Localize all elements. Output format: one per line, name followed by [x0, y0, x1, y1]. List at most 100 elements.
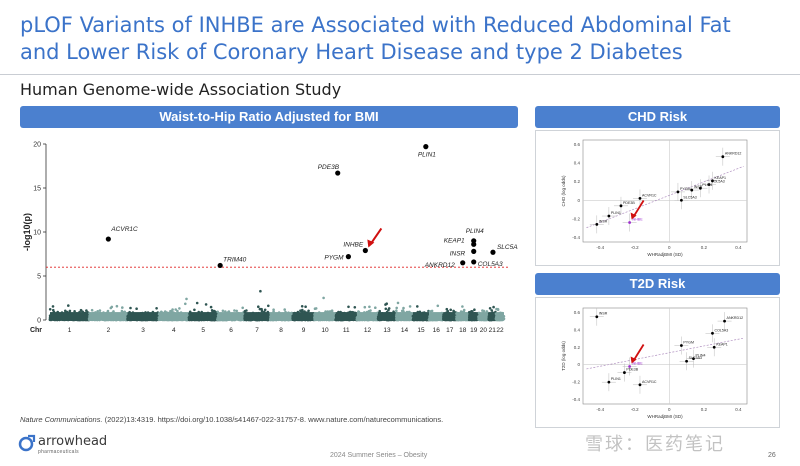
- manhattan-point: [115, 304, 119, 308]
- manhattan-band-chr12: [356, 312, 378, 320]
- manhattan-point: [445, 307, 449, 311]
- manhattan-point: [68, 309, 72, 313]
- manhattan-band-chr7: [244, 312, 270, 320]
- manhattan-band-chr13: [377, 312, 396, 320]
- manhattan-band-chr2: [89, 312, 128, 320]
- manhattan-point: [369, 309, 372, 312]
- manhattan-band-chr8: [269, 312, 293, 320]
- manhattan-point: [396, 301, 400, 305]
- manhattan-point: [176, 309, 179, 313]
- slide-subtitle: Human Genome-wide Association Study: [20, 80, 342, 99]
- manhattan-point: [169, 309, 172, 313]
- manhattan-point: [395, 309, 398, 312]
- manhattan-point: [184, 302, 187, 306]
- manhattan-point: [174, 308, 177, 311]
- manhattan-point: [272, 308, 275, 311]
- y-axis-label: -log10(p): [22, 213, 32, 251]
- manhattan-point: [300, 305, 304, 308]
- manhattan-band-chr5: [188, 312, 218, 320]
- manhattan-point: [299, 309, 302, 312]
- manhattan-point: [221, 309, 225, 313]
- manhattan-point: [436, 304, 440, 308]
- manhattan-point: [408, 305, 412, 308]
- manhattan-point: [449, 308, 453, 312]
- manhattan-point: [461, 305, 464, 308]
- manhattan-band-chr11: [335, 312, 357, 320]
- manhattan-band-chr10: [314, 312, 336, 320]
- manhattan-band-chr9: [292, 312, 315, 320]
- manhattan-point: [235, 309, 238, 313]
- manhattan-point: [257, 305, 260, 308]
- manhattan-point: [79, 308, 83, 312]
- slide-title-line2: and Lower Risk of Coronary Heart Disease…: [20, 40, 683, 64]
- y-tick-label-20: 20: [33, 142, 41, 149]
- manhattan-point: [368, 305, 371, 309]
- manhattan-point: [48, 308, 52, 311]
- manhattan-point: [209, 305, 213, 309]
- manhattan-point: [283, 308, 287, 311]
- manhattan-point: [98, 309, 102, 312]
- manhattan-point: [347, 305, 350, 309]
- manhattan-point: [430, 309, 434, 313]
- manhattan-point: [195, 301, 199, 305]
- manhattan-band-chr15: [412, 312, 430, 320]
- manhattan-point: [402, 306, 405, 310]
- manhattan-point: [428, 310, 432, 313]
- manhattan-point: [193, 308, 196, 312]
- manhattan-point: [304, 305, 307, 308]
- title-divider: [0, 74, 800, 75]
- manhattan-point: [314, 307, 318, 310]
- manhattan-band-chr14: [395, 312, 413, 320]
- manhattan-point: [260, 307, 263, 311]
- manhattan-point: [110, 305, 114, 309]
- manhattan-point: [178, 307, 181, 310]
- manhattan-point: [155, 307, 158, 310]
- t2d-banner: T2D Risk: [535, 273, 780, 295]
- slide-title-line1: pLOF Variants of INHBE are Associated wi…: [20, 13, 731, 37]
- y-tick-label-5: 5: [37, 274, 41, 281]
- manhattan-point: [416, 305, 419, 308]
- manhattan-band-chr17: [443, 312, 457, 320]
- chd-banner: CHD Risk: [535, 106, 780, 128]
- manhattan-point: [73, 310, 76, 313]
- manhattan-point: [400, 309, 404, 313]
- y-tick-label-15: 15: [33, 186, 41, 193]
- manhattan-point: [106, 309, 110, 313]
- manhattan-point: [64, 309, 67, 313]
- slide-title: pLOF Variants of INHBE are Associated wi…: [20, 12, 780, 66]
- y-tick-label-10: 10: [33, 230, 41, 237]
- manhattan-band-chr16: [429, 312, 444, 320]
- manhattan-point: [204, 303, 208, 306]
- manhattan-band-chr4: [158, 312, 189, 320]
- manhattan-band-chr1: [50, 312, 90, 320]
- manhattan-point: [185, 297, 188, 301]
- manhattan-band-chr6: [217, 312, 245, 320]
- manhattan-point: [353, 306, 357, 309]
- manhattan-point: [67, 304, 70, 307]
- manhattan-point: [263, 308, 267, 312]
- manhattan-point: [121, 306, 124, 309]
- manhattan-point: [241, 306, 244, 310]
- manhattan-point: [384, 307, 388, 311]
- manhattan-point: [363, 305, 367, 309]
- manhattan-point: [395, 306, 399, 310]
- manhattan-point: [85, 309, 88, 312]
- manhattan-point: [378, 309, 382, 313]
- manhattan-point: [374, 306, 377, 309]
- manhattan-point: [135, 307, 138, 310]
- manhattan-point: [171, 308, 174, 311]
- manhattan-point: [387, 307, 391, 310]
- manhattan-point: [51, 305, 55, 308]
- manhattan-band-chr18: [456, 312, 470, 320]
- manhattan-point: [112, 310, 115, 313]
- manhattan-point: [259, 289, 262, 293]
- manhattan-point: [322, 296, 325, 300]
- manhattan-point: [233, 309, 236, 312]
- manhattan-band-chr3: [127, 312, 159, 320]
- manhattan-point: [385, 302, 389, 305]
- manhattan-point: [90, 308, 94, 312]
- manhattan-point: [307, 309, 310, 313]
- manhattan-banner: Waist-to-Hip Ratio Adjusted for BMI: [20, 106, 518, 128]
- manhattan-point: [267, 304, 270, 308]
